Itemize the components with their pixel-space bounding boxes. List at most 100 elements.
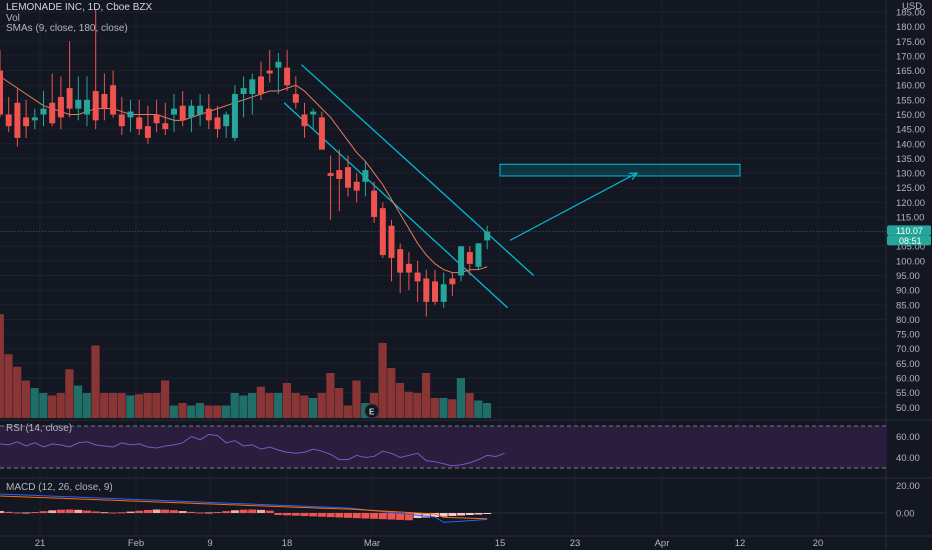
volume-bar (352, 380, 361, 418)
macd-histogram-bar (457, 513, 466, 516)
candle (75, 76, 82, 121)
macd-histogram-bar (378, 513, 387, 520)
volume-bar (335, 388, 344, 418)
volume-bar (108, 393, 117, 418)
price-tick-label: 150.00 (896, 110, 925, 121)
volume-bar (317, 393, 326, 418)
time-tick-label: 20 (813, 538, 824, 549)
macd-histogram-bar (187, 511, 196, 513)
chart-legend: LEMONADE INC, 1D, Cboe BZX Vol SMAs (9, … (6, 2, 152, 35)
volume-bar (204, 405, 213, 418)
candle-body (57, 96, 64, 118)
candle-body (92, 91, 99, 121)
candle-body (5, 114, 12, 127)
volume-bar (152, 393, 161, 418)
volume-bar (195, 403, 204, 418)
candle (101, 73, 108, 121)
price-tick-label: 80.00 (896, 315, 920, 326)
volume-bar (143, 393, 152, 418)
macd-histogram-bar (161, 509, 170, 513)
volume-bar (413, 393, 422, 418)
time-tick-label: 15 (495, 538, 506, 549)
candle-body (449, 278, 456, 285)
candle (405, 252, 412, 291)
macd-histogram-bar (117, 512, 126, 514)
candle (49, 73, 56, 127)
time-tick-label: 9 (207, 538, 212, 549)
macd-line (0, 493, 488, 523)
macd-histogram-bar (13, 512, 22, 514)
candle (171, 93, 177, 133)
candle-body (379, 208, 386, 256)
earnings-marker-circle (364, 403, 380, 419)
time-tick-label: Apr (655, 538, 670, 549)
volume-bar (4, 354, 13, 418)
candles[interactable] (0, 9, 491, 317)
candle-body (197, 105, 204, 115)
candle-body (266, 70, 273, 74)
candle-body (14, 102, 21, 138)
candle-body (231, 93, 238, 138)
price-tick-label: 85.00 (896, 300, 920, 311)
candle-body (292, 93, 299, 103)
price-tick-label: 120.00 (896, 198, 925, 209)
macd-histogram-bar (170, 510, 178, 513)
macd-histogram-bar (291, 513, 300, 516)
volume-bar (274, 393, 283, 418)
time-tick-label: Feb (128, 538, 144, 549)
candle (14, 88, 21, 147)
macd-histogram-bar (196, 512, 205, 514)
candle-body (205, 108, 212, 121)
candle-body (118, 114, 125, 127)
volume-bar (378, 343, 387, 418)
candle-body (179, 105, 186, 121)
macd-histogram-bar (448, 513, 457, 516)
candle (310, 108, 317, 130)
candle (266, 50, 273, 83)
macd-histogram-bar (74, 509, 83, 513)
volume-bar (395, 383, 405, 418)
candle-body (84, 99, 90, 115)
macd-histogram-bar (48, 510, 57, 513)
macd-histogram-bar (152, 509, 161, 513)
price-tick-label: 140.00 (896, 139, 925, 150)
candle-body (397, 249, 404, 273)
candle-body (49, 102, 56, 124)
macd-histogram-bar (213, 511, 222, 513)
candle (249, 73, 256, 115)
price-tick-label: 100.00 (896, 256, 925, 267)
candle-body (440, 284, 447, 302)
macd-histogram-bar (126, 511, 135, 513)
candle (484, 225, 491, 250)
macd-histogram-bar (109, 512, 118, 514)
time-tick-label: 18 (282, 538, 293, 549)
macd-histogram-bar (483, 513, 492, 514)
countdown-value: 08:51 (899, 236, 922, 246)
macd-tick-label: 20.00 (896, 481, 920, 492)
candle-body (127, 111, 134, 118)
macd-histogram-bar (352, 513, 361, 519)
volume-bar (187, 405, 196, 418)
price-tick-label: 90.00 (896, 286, 920, 297)
rsi-line (0, 433, 505, 467)
macd-histogram-bar (265, 510, 274, 513)
macd-histogram-bar (222, 511, 231, 513)
candle-body (275, 61, 282, 68)
candle (144, 105, 151, 144)
macd-legend: MACD (12, 26, close, 9) (6, 482, 113, 493)
candle-body (249, 79, 256, 94)
candle (31, 108, 38, 130)
macd-panel (0, 493, 886, 523)
volume-bar (456, 378, 465, 418)
price-tick-label: 105.00 (896, 242, 925, 253)
macd-histogram-bar (422, 513, 431, 518)
candle-body (371, 190, 378, 217)
macd-histogram-bar (178, 511, 187, 513)
volume-bar (430, 398, 439, 418)
macd-histogram-bar (335, 513, 344, 518)
candle (110, 70, 117, 118)
macd-histogram-bar (309, 513, 318, 517)
candle-body (40, 108, 47, 115)
rsi-band (0, 426, 886, 468)
